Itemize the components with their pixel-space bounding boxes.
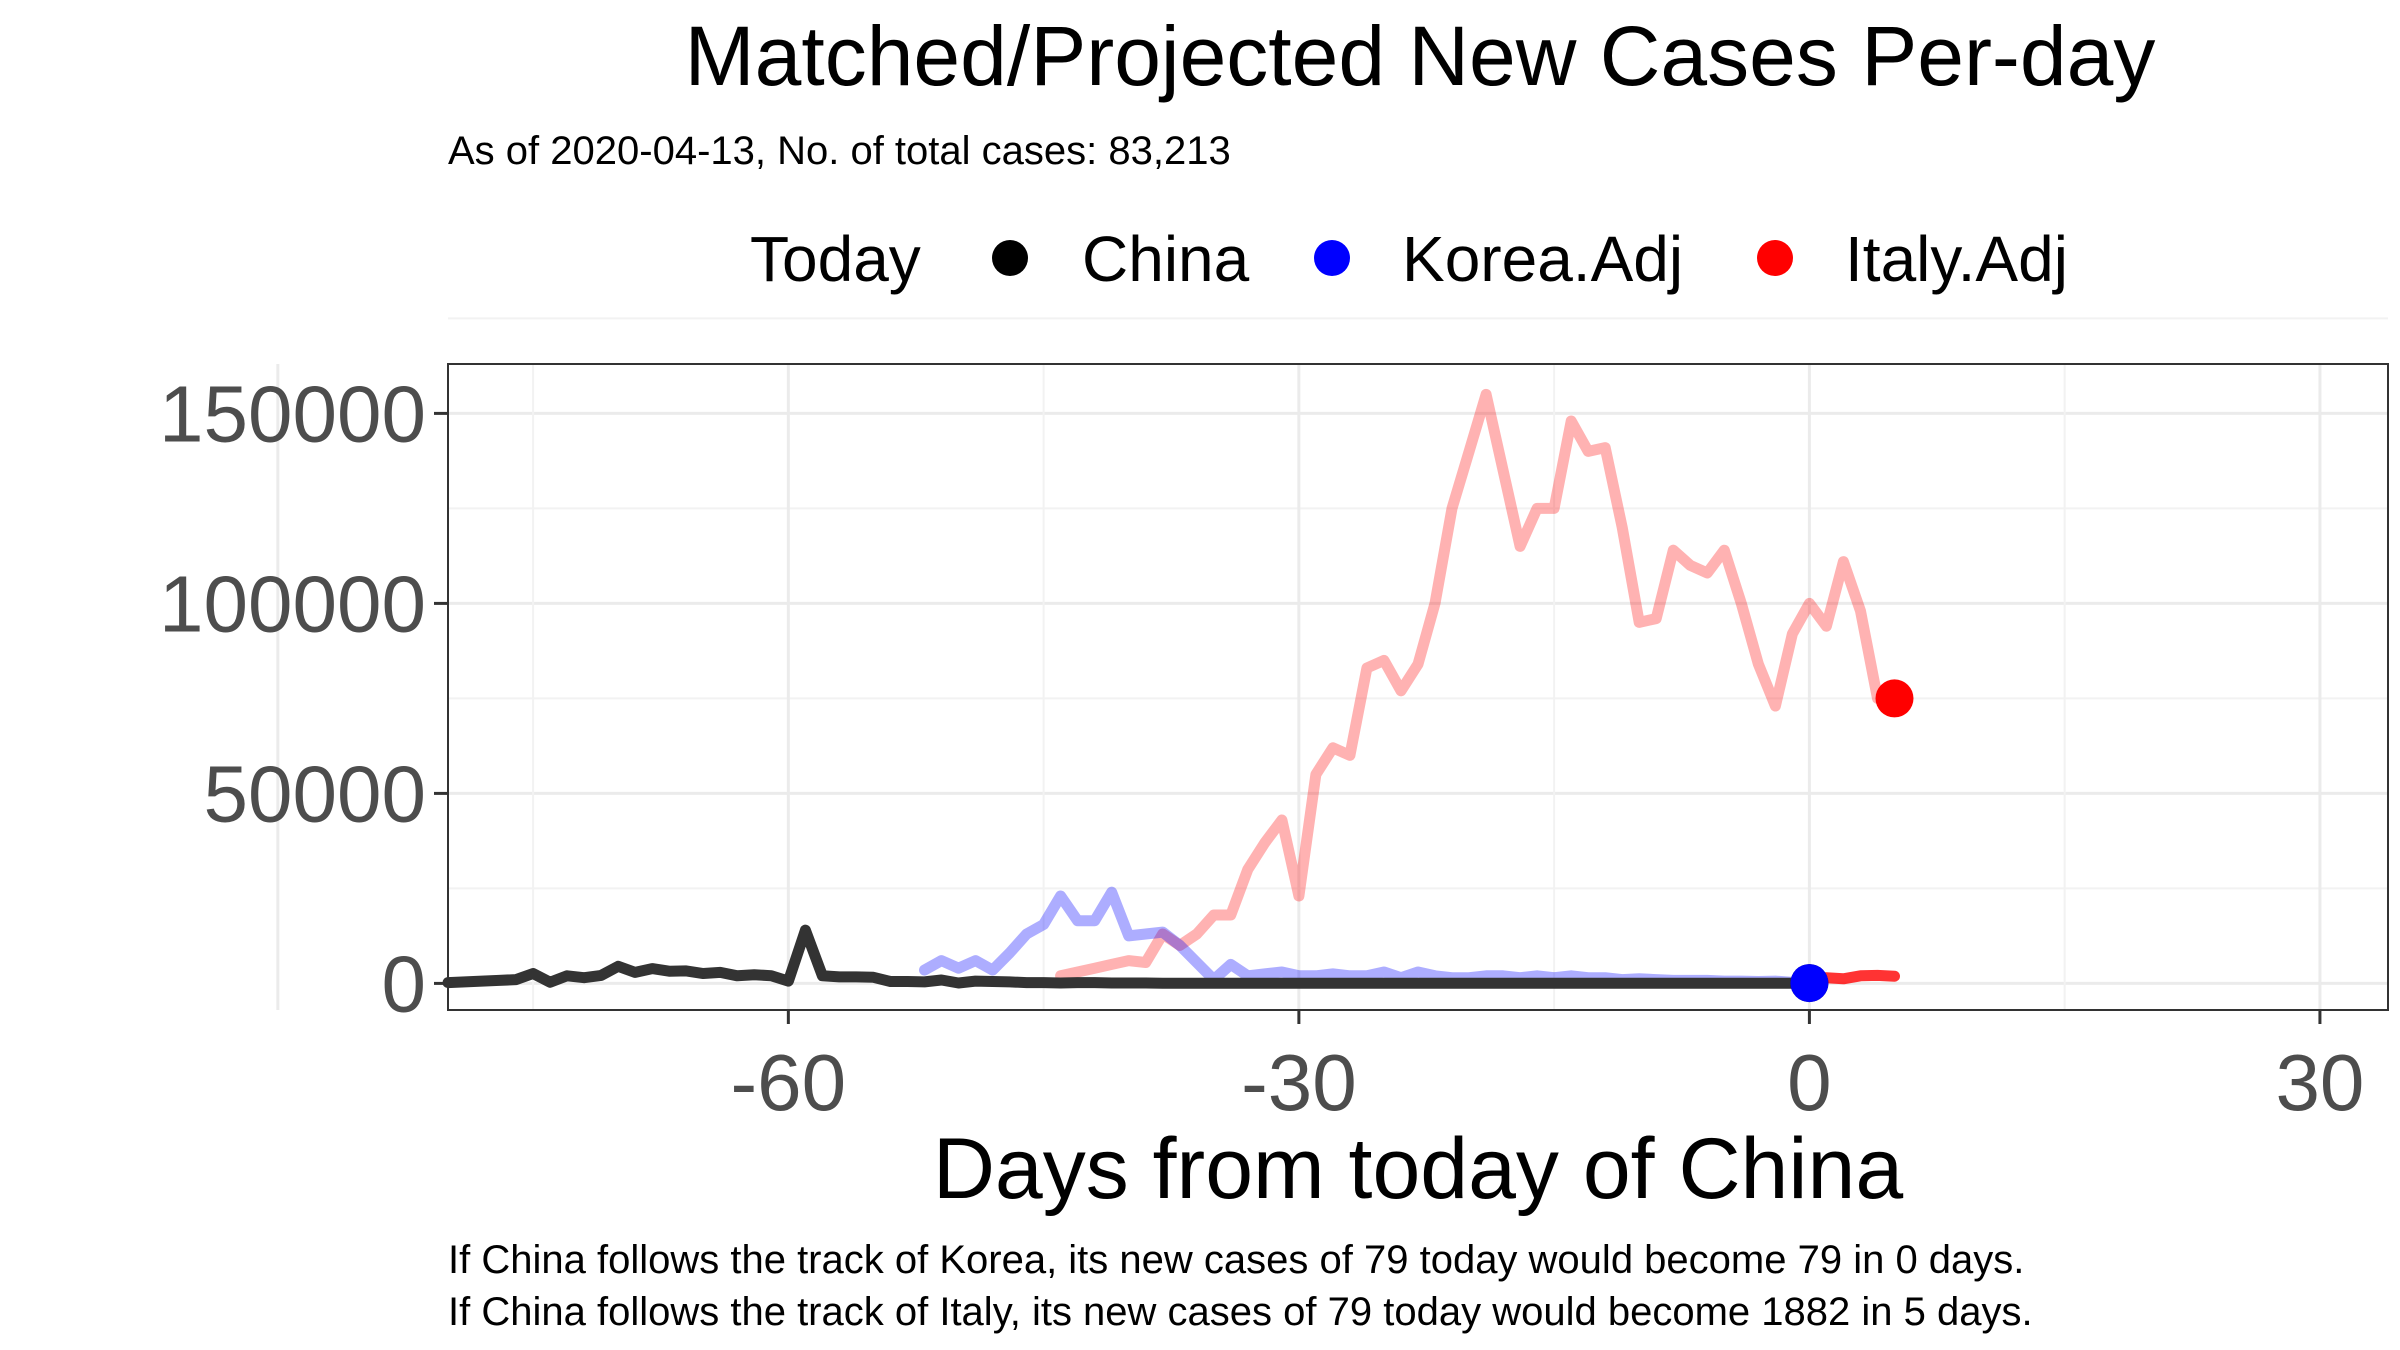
legend-marker-italy [1757,240,1793,276]
legend-label-italy: Italy.Adj [1845,223,2068,295]
x-axis-ticks: -60 -30 0 30 [731,1010,2364,1127]
plot-panel-border [447,363,2389,1011]
grid-lines [276,317,2388,1010]
caption-italy: If China follows the track of Italy, its… [448,1290,2033,1334]
legend-marker-china [992,240,1028,276]
x-tick-label: -60 [731,1038,847,1127]
today-points [1790,679,1914,1003]
legend-title: Today [750,223,921,295]
x-tick-label: -30 [1241,1038,1357,1127]
legend-marker-korea [1314,240,1350,276]
chart-title: Matched/Projected New Cases Per-day [685,9,2156,103]
legend: Today China Korea.Adj Italy.Adj [750,223,2068,295]
y-tick-label: 100000 [159,559,426,648]
x-tick-label: 0 [1787,1038,1832,1127]
chart-subtitle: As of 2020-04-13, No. of total cases: 83… [448,129,1231,173]
series-line-italy-adj [1055,388,1900,982]
today-point-italy-adj [1875,679,1914,718]
legend-label-korea: Korea.Adj [1402,223,1683,295]
y-axis-ticks: 0 50000 100000 150000 [159,369,448,1028]
y-tick-label: 50000 [204,749,426,838]
series-line-korea-adj [919,886,1815,989]
x-tick-label: 30 [2275,1038,2364,1127]
series-lines [442,388,1900,989]
y-tick-label: 150000 [159,369,426,458]
today-point-korea-adj [1790,964,1829,1003]
y-tick-label: 0 [382,939,427,1028]
caption-korea: If China follows the track of Korea, its… [448,1238,2024,1282]
legend-label-china: China [1082,223,1250,295]
x-axis-title: Days from today of China [933,1121,1903,1217]
series-line-china [442,924,1815,989]
